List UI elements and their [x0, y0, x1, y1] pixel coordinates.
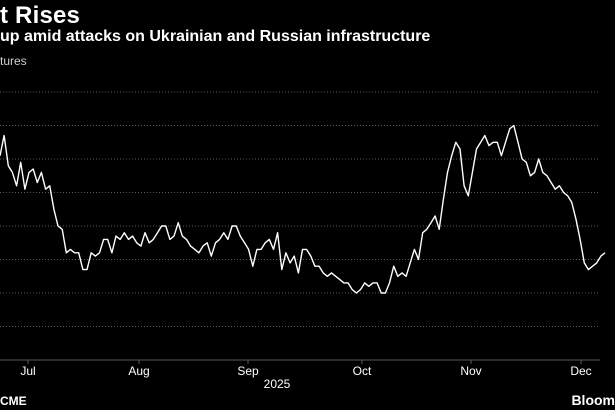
x-tick-label: Nov — [460, 364, 481, 378]
x-tick-label: Jul — [20, 364, 35, 378]
x-tick-label: Aug — [128, 364, 149, 378]
y-axis-unit-label: tures — [0, 54, 27, 68]
x-tick-label: Sep — [237, 364, 259, 378]
x-axis: Jul Aug Sep Oct Nov Dec 2025 — [20, 360, 592, 391]
chart-subtitle: up amid attacks on Ukrainian and Russian… — [0, 28, 431, 45]
chart-title: t Rises — [0, 2, 81, 29]
series-line-futures — [0, 124, 606, 294]
grid-lines — [0, 91, 600, 361]
x-tick-label: Dec — [570, 364, 591, 378]
series-layer — [0, 124, 606, 294]
source-label: CME — [0, 394, 27, 408]
x-axis-year-label: 2025 — [264, 377, 291, 391]
x-tick-label: Oct — [353, 364, 372, 378]
brand-label: Bloom — [571, 392, 615, 408]
